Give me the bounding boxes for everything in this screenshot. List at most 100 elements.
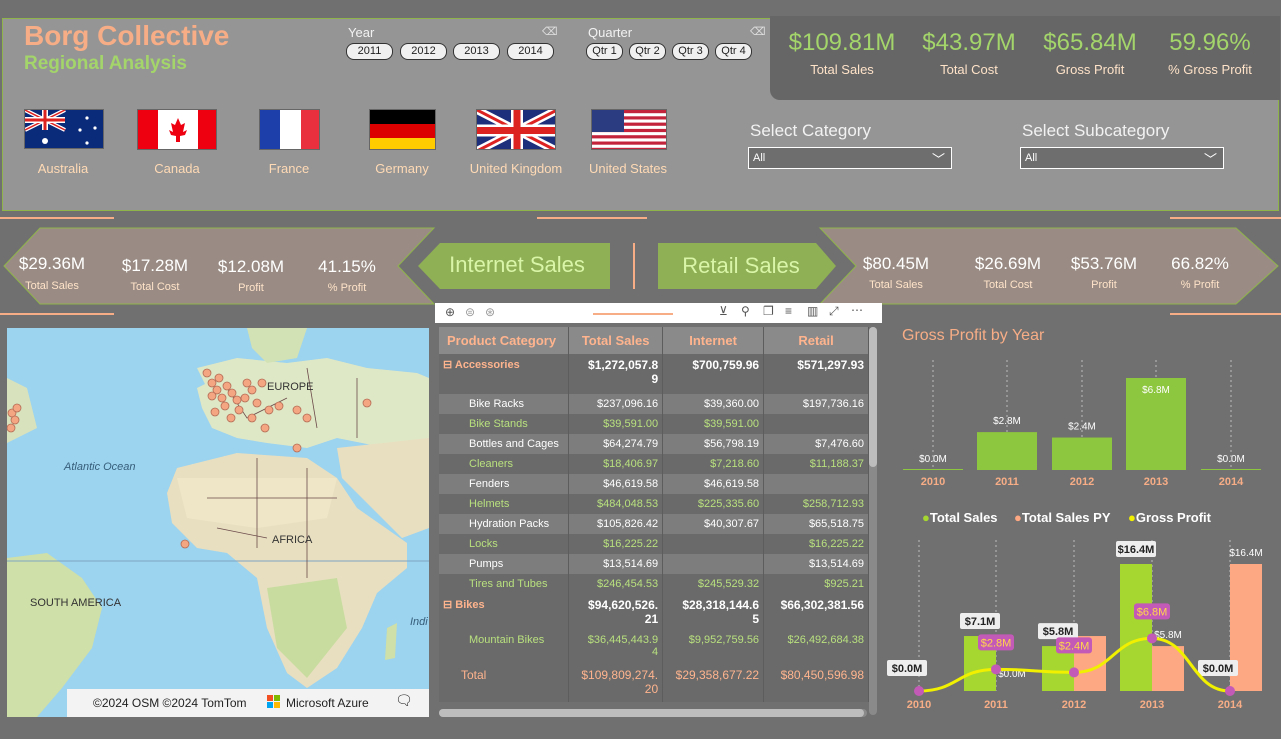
x-tick-label: 2012: [1062, 699, 1086, 711]
year-clear-icon[interactable]: ⌫: [542, 26, 558, 38]
legend-total-sales[interactable]: ●Total Sales: [922, 510, 998, 525]
cell-retail: $7,476.60: [763, 434, 869, 454]
bar-2014[interactable]: [1201, 469, 1261, 470]
focus-mode-icon[interactable]: ⤢: [829, 304, 839, 318]
year-2013-pill[interactable]: 2013: [453, 43, 500, 60]
header-retail[interactable]: Retail: [763, 327, 869, 354]
qtr4-pill[interactable]: Qtr 4: [715, 43, 752, 60]
sales-map[interactable]: Atlantic Ocean EUROPE AFRICA SOUTH AMERI…: [7, 328, 429, 717]
table-row: Bike Stands $39,591.00 $39,591.00: [439, 414, 869, 434]
map-label-africa: AFRICA: [272, 534, 313, 546]
qtr1-pill[interactable]: Qtr 1: [586, 43, 623, 60]
map-attribution-bar: ©2024 OSM ©2024 TomTom Microsoft Azure 🗨: [67, 689, 429, 717]
vertical-scrollbar[interactable]: [869, 327, 877, 715]
expand-all-icon[interactable]: ⊜: [465, 305, 476, 319]
divider-line: [0, 313, 114, 315]
retail-sales-button[interactable]: Retail Sales: [682, 253, 800, 278]
drill-up-icon[interactable]: ⊕: [445, 305, 456, 319]
data-label-gross-profit: $2.8M: [981, 637, 1012, 649]
data-label: $0.0M: [1217, 454, 1245, 465]
category-dropdown-value: All: [753, 152, 766, 164]
cell-total: $39,591.00: [568, 414, 664, 434]
more-options-icon[interactable]: ⋯: [851, 303, 863, 317]
year-slicer: 2011 2012 2013 2014: [346, 43, 554, 63]
year-2012-pill[interactable]: 2012: [400, 43, 447, 60]
country-label-canada: Canada: [154, 161, 200, 176]
drill-down-icon[interactable]: ⊛: [485, 305, 496, 319]
subcategory-name: Mountain Bikes: [439, 630, 570, 664]
internet-pct-profit-label: % Profit: [327, 282, 367, 294]
collapse-icon[interactable]: ⊟: [443, 599, 453, 611]
copy-icon[interactable]: ❐: [763, 304, 774, 318]
bar-2011[interactable]: [977, 432, 1037, 470]
kpi-total-sales-label: Total Sales: [810, 62, 874, 77]
gross-profit-chart[interactable]: $0.0M 2010 $2.8M 2011 $2.4M 2012 $6.8M 2013 $0.0…: [895, 350, 1275, 495]
horizontal-scrollbar[interactable]: [439, 709, 867, 717]
internet-profit-label: Profit: [238, 282, 264, 294]
total-label: Total: [439, 664, 570, 702]
country-label-uk: United Kingdom: [469, 161, 563, 176]
data-label-gross-profit: $6.8M: [1137, 606, 1168, 618]
visual-type-icon[interactable]: ▥: [807, 304, 819, 318]
pin-icon[interactable]: ⚲: [741, 304, 750, 318]
header-total-sales[interactable]: Total Sales: [568, 327, 664, 354]
data-label: $6.8M: [1142, 385, 1170, 396]
divider-line: [0, 217, 114, 219]
data-label-total-sales-py: $5.8M: [1154, 630, 1182, 641]
cell-retail: $571,297.93: [763, 354, 869, 394]
usa-flag-icon[interactable]: [591, 109, 667, 150]
map-label-europe: EUROPE: [267, 381, 314, 393]
bar-2010[interactable]: [903, 469, 963, 470]
header-internet[interactable]: Internet: [662, 327, 765, 354]
cell-internet: [662, 534, 765, 554]
internet-sales-button[interactable]: Internet Sales: [449, 252, 585, 277]
australia-flag-icon[interactable]: [24, 109, 104, 149]
table-row-bikes: ⊟ Bikes $94,620,526. 21 $28,318,144.6 5 $6…: [439, 594, 869, 630]
feedback-icon[interactable]: 🗨: [395, 692, 413, 708]
category-accessories[interactable]: ⊟ Accessories: [439, 354, 570, 394]
internet-profit-value: $12.08M: [217, 257, 285, 276]
canada-flag-icon[interactable]: [137, 109, 217, 150]
cell-retail: $66,302,381.56: [763, 594, 869, 630]
drag-handle[interactable]: [593, 313, 673, 315]
country-label-germany: Germany: [375, 161, 429, 176]
table-total-row: Total $109,809,274. 20 $29,358,677.22 $80…: [439, 664, 869, 702]
cell-internet: $40,307.67: [662, 514, 765, 534]
cell-internet: $700,759.96: [662, 354, 765, 394]
map-label-south-america: SOUTH AMERICA: [30, 597, 122, 609]
legend-total-sales-py[interactable]: ●Total Sales PY: [1014, 510, 1111, 525]
category-dropdown[interactable]: All ﹀: [748, 147, 952, 169]
label-box: [887, 660, 927, 676]
internet-total-sales-label: Total Sales: [25, 280, 79, 292]
year-2014-pill[interactable]: 2014: [507, 43, 554, 60]
category-bikes[interactable]: ⊟ Bikes: [439, 594, 570, 630]
uk-flag-icon[interactable]: [476, 109, 556, 150]
france-flag-icon[interactable]: [259, 109, 320, 150]
qtr3-pill[interactable]: Qtr 3: [672, 43, 709, 60]
qtr2-pill[interactable]: Qtr 2: [629, 43, 666, 60]
collapse-icon[interactable]: ⊟: [443, 359, 453, 371]
year-2011-pill[interactable]: 2011: [346, 43, 393, 60]
point-gross-profit-2010: [914, 686, 924, 696]
subcategory-dropdown[interactable]: All ﹀: [1020, 147, 1224, 169]
germany-flag-icon[interactable]: [369, 109, 436, 150]
quarter-clear-icon[interactable]: ⌫: [750, 26, 766, 38]
bar-2013[interactable]: [1126, 378, 1186, 470]
label-box: [1198, 660, 1238, 676]
cell-retail: $65,518.75: [763, 514, 869, 534]
category-filter-title: Select Category: [750, 121, 871, 140]
sales-combo-chart[interactable]: 2010 2011 2012 2013 2014 $0.0M $7.1M $5.8M $16.4…: [884, 530, 1279, 715]
x-tick-label: 2013: [1140, 699, 1164, 711]
x-tick-label: 2012: [1070, 476, 1094, 488]
table-row: Locks $16,225.22 $16,225.22: [439, 534, 869, 554]
legend-gross-profit[interactable]: ●Gross Profit: [1128, 510, 1211, 525]
cell-retail: $925.21: [763, 574, 869, 594]
cell-internet: $7,218.60: [662, 454, 765, 474]
map-copyright: ©2024 OSM ©2024 TomTom: [93, 696, 247, 710]
cell-total: $16,225.22: [568, 534, 664, 554]
bar-2012[interactable]: [1052, 437, 1112, 470]
cell-retail: $258,712.93: [763, 494, 869, 514]
drill-mode-icon[interactable]: ⊻: [719, 304, 728, 318]
header-product-category[interactable]: Product Category: [439, 327, 570, 354]
filter-icon[interactable]: ≡: [785, 304, 793, 318]
